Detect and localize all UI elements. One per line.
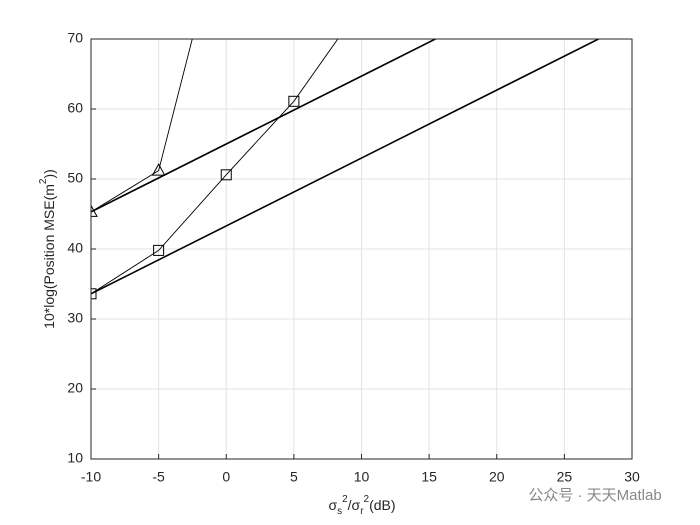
x-tick-label: -5 [152, 469, 165, 485]
y-tick-label: 20 [67, 380, 83, 396]
x-tick-label: 30 [624, 469, 640, 485]
x-tick-label: 25 [557, 469, 573, 485]
xlabel-part: r [360, 506, 364, 517]
ylabel-part: 10*log(Position MSE(m [41, 184, 57, 329]
x-axis-label: σs2/σr2(dB) [328, 494, 395, 517]
y-tick-label: 50 [67, 170, 83, 186]
series-line [91, 39, 601, 295]
x-tick-label: 5 [290, 469, 298, 485]
y-tick-label: 40 [67, 240, 83, 256]
watermark: 公众号 · 天天Matlab [528, 487, 661, 504]
series-line [91, 39, 438, 213]
marker [220, 169, 232, 181]
series-line [91, 39, 339, 295]
xlabel-part: 2 [364, 494, 370, 505]
marker [91, 288, 97, 300]
marker [151, 163, 166, 176]
ylabel-part: 2 [38, 178, 49, 184]
xlabel-part: σ [328, 497, 337, 513]
marker [288, 95, 300, 107]
x-tick-label: -10 [81, 469, 101, 485]
x-tick-label: 0 [222, 469, 230, 485]
xlabel-part: (dB) [369, 497, 395, 513]
y-tick-label: 60 [67, 100, 83, 116]
y-tick-label: 70 [67, 30, 83, 46]
y-tick-label: 30 [67, 310, 83, 326]
series-line [91, 39, 193, 213]
marker [357, 0, 367, 10]
xlabel-part: /σ [348, 497, 361, 513]
x-tick-label: 10 [354, 469, 370, 485]
x-tick-label: 15 [421, 469, 437, 485]
marker [153, 244, 165, 256]
x-tick-label: 20 [489, 469, 505, 485]
xlabel-part: s [337, 506, 342, 517]
y-tick-label: 10 [67, 450, 83, 466]
xlabel-part: 2 [342, 494, 348, 505]
y-axis-label: 10*log(Position MSE(m2)) [38, 169, 57, 329]
ylabel-part: )) [41, 169, 57, 178]
